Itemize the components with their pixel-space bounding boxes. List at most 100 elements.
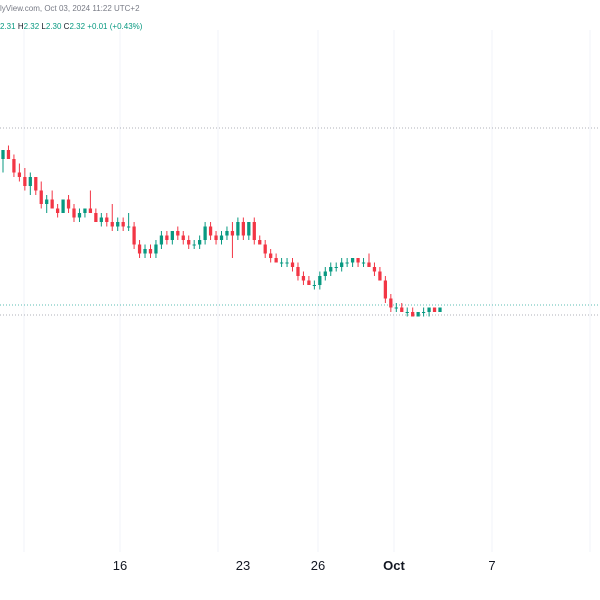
candle: [438, 307, 442, 312]
candle-body: [148, 249, 153, 254]
candle-body: [198, 240, 202, 245]
candle-body: [329, 267, 333, 272]
candle: [236, 217, 240, 240]
candle-body: [230, 231, 235, 236]
candle-body: [279, 262, 284, 264]
candle-body: [269, 253, 273, 258]
candle-body: [274, 258, 278, 263]
candle: [132, 222, 136, 249]
candle: [154, 240, 158, 258]
grid: [23, 30, 591, 552]
candle: [383, 276, 388, 303]
candle: [6, 145, 11, 159]
candle: [345, 258, 349, 267]
candle-body: [323, 271, 327, 276]
candle: [252, 217, 256, 245]
candle-body: [345, 262, 349, 264]
high-label: H: [17, 22, 24, 31]
candle-body: [39, 190, 43, 204]
candle: [110, 204, 114, 231]
candle: [225, 226, 229, 240]
candle: [66, 195, 71, 213]
candle-body: [126, 226, 131, 228]
candle-body: [1, 150, 5, 159]
candle-body: [34, 177, 38, 191]
candle-body: [110, 222, 114, 227]
candle-body: [170, 231, 174, 240]
chart-source: lyView.com, Oct 03, 2024 11:22 UTC+2: [0, 4, 140, 13]
candle: [367, 253, 371, 267]
candle-body: [17, 172, 22, 177]
candle: [187, 235, 191, 249]
candle: [312, 280, 317, 290]
candle: [72, 204, 76, 222]
candle: [88, 190, 93, 213]
candle-body: [258, 240, 262, 245]
candle: [116, 217, 120, 231]
candle: [400, 303, 404, 312]
candle: [274, 253, 278, 263]
close-label: C: [63, 22, 70, 31]
candle-body: [94, 213, 98, 222]
candle-body: [372, 267, 377, 272]
candle-body: [301, 276, 306, 281]
candles: [1, 145, 442, 317]
candle-body: [99, 217, 103, 222]
candle-body: [236, 222, 240, 236]
candle-body: [411, 312, 415, 317]
candle-body: [356, 258, 360, 263]
candle: [241, 217, 245, 240]
x-axis-ticks: 16 23 26 Oct 7: [113, 558, 496, 573]
candle-body: [334, 267, 338, 268]
candle: [269, 249, 273, 263]
candle: [214, 231, 218, 245]
candle: [61, 199, 65, 213]
candle: [389, 294, 393, 312]
candle-body: [400, 307, 404, 312]
candle-body: [427, 307, 431, 312]
candle: [137, 240, 142, 258]
candle: [208, 222, 213, 240]
candle-body: [383, 280, 388, 299]
candle-body: [23, 177, 27, 186]
candle-body: [318, 276, 322, 285]
candle: [285, 258, 289, 267]
candle: [247, 222, 251, 240]
candle: [372, 262, 377, 276]
candle-body: [137, 244, 142, 254]
x-tick-label: 23: [236, 558, 250, 573]
candle-body: [192, 244, 196, 246]
candle-body: [28, 177, 32, 186]
candle: [394, 303, 398, 312]
candle: [34, 177, 38, 195]
candle: [361, 258, 366, 267]
candle-body: [340, 262, 344, 267]
candle: [28, 172, 32, 195]
candle-body: [432, 307, 437, 312]
high-value: 2.32: [23, 22, 40, 31]
candle-body: [421, 312, 426, 313]
candle-body: [241, 222, 245, 236]
candle: [50, 190, 54, 209]
candle-body: [214, 235, 218, 240]
candle-body: [121, 222, 125, 227]
candle: [170, 231, 174, 245]
x-tick-label: Oct: [383, 558, 405, 573]
candle: [176, 226, 180, 240]
candle: [329, 262, 333, 276]
candle: [198, 235, 202, 249]
candle-body: [176, 231, 180, 236]
candle: [83, 208, 87, 218]
candle-body: [416, 312, 420, 317]
candle: [356, 258, 360, 267]
candle: [323, 267, 327, 281]
candle-body: [83, 208, 87, 213]
open-value: 2.31: [0, 22, 16, 31]
candle-body: [247, 222, 251, 236]
ohlc-legend: 2.31 H2.32 L2.30 C2.32 +0.01 (+0.43%): [0, 22, 142, 31]
candle: [378, 267, 382, 281]
candle-body: [285, 262, 289, 264]
candle: [290, 258, 295, 272]
